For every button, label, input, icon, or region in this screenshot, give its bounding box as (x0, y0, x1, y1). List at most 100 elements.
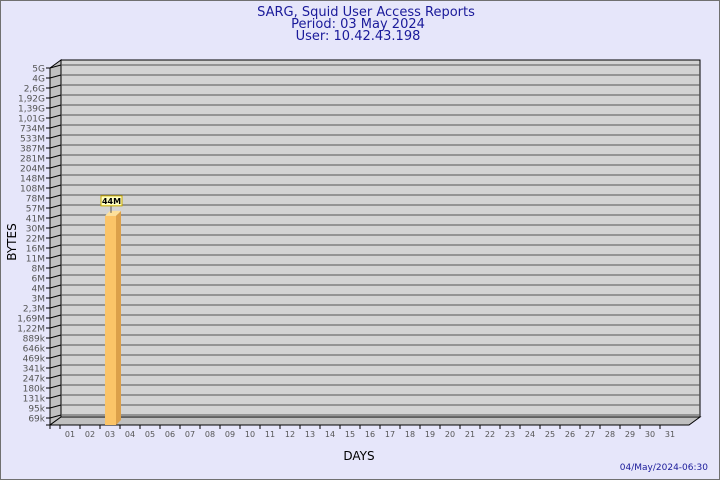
grid-side-line (49, 354, 62, 359)
y-tick-label: 889k (23, 335, 46, 345)
y-tick-label: 41M (26, 215, 45, 225)
grid-side-line (49, 64, 62, 69)
y-tick-label: 2,3M (23, 305, 45, 315)
y-tick-label: 16M (26, 245, 45, 255)
grid-side-line (49, 214, 62, 219)
x-tick-label: 29 (625, 430, 635, 439)
y-tick-label: 78M (26, 195, 45, 205)
y-tick-label: 1,22M (17, 325, 45, 335)
y-tick-label: 95k (28, 405, 45, 415)
x-tick-label: 06 (165, 430, 175, 439)
x-tick-label: 23 (505, 430, 515, 439)
y-tick-label: 387M (20, 145, 45, 155)
y-tick-label: 22M (26, 235, 45, 245)
x-tick-label: 15 (345, 430, 355, 439)
x-tick-label: 28 (605, 430, 615, 439)
grid-side-line (49, 124, 62, 129)
chart-period: Period: 03 May 2024 (291, 17, 425, 32)
grid-side-line (49, 134, 62, 139)
x-tick-label: 08 (205, 430, 215, 439)
y-tick-label: 180k (23, 385, 46, 395)
grid-side-line (49, 384, 62, 389)
grid-side-line (49, 414, 62, 419)
grid-side-line (49, 324, 62, 329)
grid-side-line (49, 94, 62, 99)
y-tick-label: 1,92G (18, 95, 45, 105)
grid-side-line (49, 274, 62, 279)
grid-side-line (49, 314, 62, 319)
x-axis-label: DAYS (343, 449, 374, 463)
y-tick-label: 4G (32, 75, 45, 85)
x-tick-label: 22 (485, 430, 495, 439)
bar-top (105, 210, 121, 216)
y-tick-label: 148M (20, 175, 45, 185)
x-tick-label: 12 (285, 430, 295, 439)
y-tick-label: 8M (32, 265, 46, 275)
grid-side-line (49, 144, 62, 149)
x-tick-label: 17 (385, 430, 395, 439)
y-tick-label: 6M (32, 275, 46, 285)
x-tick-label: 31 (665, 430, 675, 439)
x-tick-label: 09 (225, 430, 235, 439)
bar-label-box (100, 195, 123, 207)
grid-side-line (49, 194, 62, 199)
y-tick-label: 11M (26, 255, 45, 265)
bar-front (105, 215, 116, 425)
x-tick-label: 01 (65, 430, 75, 439)
x-tick-label: 19 (425, 430, 435, 439)
y-tick-label: 204M (20, 165, 45, 175)
grid-side-line (49, 224, 62, 229)
grid-side-line (49, 364, 62, 369)
grid-side-line (49, 104, 62, 109)
y-tick-label: 469k (23, 355, 46, 365)
y-tick-label: 69k (28, 415, 45, 425)
grid-side-line (49, 244, 62, 249)
grid-side-line (49, 334, 62, 339)
x-tick-label: 20 (445, 430, 455, 439)
x-tick-label: 07 (185, 430, 195, 439)
x-tick-label: 21 (465, 430, 475, 439)
y-tick-label: 57M (26, 205, 45, 215)
y-tick-label: 341k (23, 365, 46, 375)
plot-floor (48, 416, 702, 426)
y-tick-label: 4M (32, 285, 46, 295)
plot-side-wall (49, 59, 62, 426)
x-tick-label: 24 (525, 430, 535, 439)
y-tick-label: 30M (26, 225, 45, 235)
x-tick-label: 11 (265, 430, 275, 439)
chart-user: User: 10.42.43.198 (296, 29, 421, 44)
x-tick-label: 02 (85, 430, 95, 439)
grid-side-line (49, 294, 62, 299)
grid-side-line (49, 174, 62, 179)
y-tick-label: 734M (20, 125, 45, 135)
x-tick-label: 30 (645, 430, 655, 439)
grid-side-line (49, 154, 62, 159)
grid-side-line (49, 264, 62, 269)
grid-side-line (49, 304, 62, 309)
y-tick-label: 5G (32, 65, 45, 75)
y-tick-label: 247k (23, 375, 46, 385)
x-tick-label: 26 (565, 430, 575, 439)
grid-side-line (49, 284, 62, 289)
grid-side-line (49, 404, 62, 409)
x-tick-label: 10 (245, 430, 255, 439)
x-tick-label: 04 (125, 430, 135, 439)
grid-side-line (49, 344, 62, 349)
x-tick-label: 05 (145, 430, 155, 439)
x-tick-label: 25 (545, 430, 555, 439)
x-tick-label: 03 (105, 430, 115, 439)
bar-value-label: 44M (102, 197, 121, 206)
chart-title: SARG, Squid User Access Reports (257, 5, 475, 20)
y-tick-label: 533M (20, 135, 45, 145)
grid-side-line (49, 204, 62, 209)
grid-side-line (49, 234, 62, 239)
x-tick-label: 13 (305, 430, 315, 439)
grid-side-line (49, 164, 62, 169)
grid-side-line (49, 374, 62, 379)
bar-side (116, 210, 121, 425)
y-tick-label: 1,01G (18, 115, 45, 125)
grid-side-line (49, 394, 62, 399)
y-tick-label: 1,39G (18, 105, 45, 115)
x-tick-label: 18 (405, 430, 415, 439)
